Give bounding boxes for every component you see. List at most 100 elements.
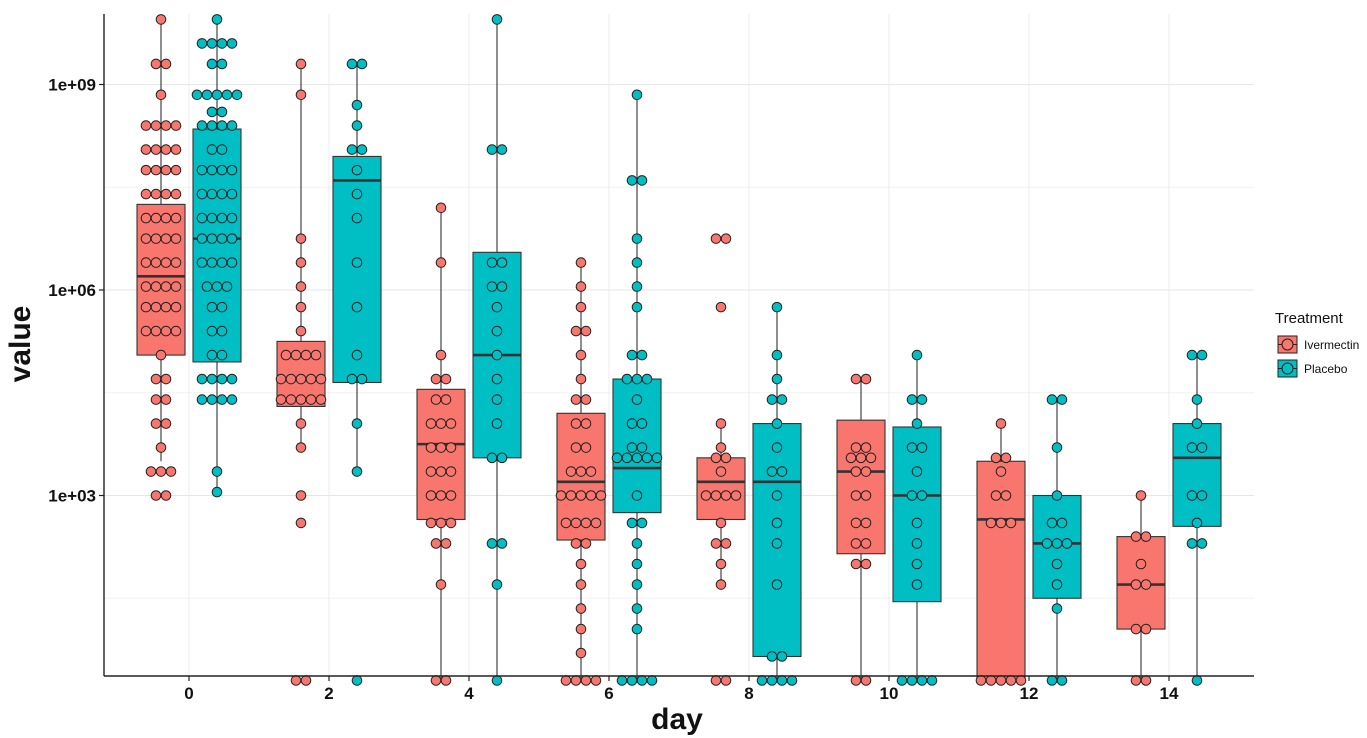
data-point xyxy=(160,418,172,429)
data-point xyxy=(491,373,503,385)
data-point xyxy=(700,490,712,501)
data-point xyxy=(1140,531,1152,542)
data-point xyxy=(990,490,1002,501)
data-point xyxy=(1191,517,1203,529)
legend-key-dot xyxy=(1281,362,1294,375)
data-point xyxy=(766,466,778,477)
box-ivermectin xyxy=(976,460,1026,681)
data-point xyxy=(150,301,162,313)
y-tick-label: 1e+03 xyxy=(48,487,96,506)
data-point xyxy=(496,144,508,155)
data-point xyxy=(570,325,582,337)
data-point xyxy=(850,490,862,501)
data-point xyxy=(580,675,592,686)
x-tick-label: 10 xyxy=(880,684,899,703)
data-point xyxy=(445,466,457,477)
data-point xyxy=(145,466,157,477)
data-point xyxy=(295,301,307,313)
data-point xyxy=(575,579,587,590)
data-point xyxy=(150,373,162,385)
data-point xyxy=(216,212,228,224)
data-point xyxy=(170,257,182,268)
data-point xyxy=(631,373,643,385)
data-point xyxy=(555,490,567,501)
data-point xyxy=(216,394,228,405)
x-axis-title: day xyxy=(651,703,703,736)
data-point xyxy=(575,466,587,477)
data-point xyxy=(196,233,208,244)
data-point xyxy=(906,442,918,453)
data-point xyxy=(351,418,363,429)
data-point xyxy=(221,281,233,292)
data-point xyxy=(1186,538,1198,549)
data-point xyxy=(160,164,172,176)
x-tick-label: 0 xyxy=(184,684,193,703)
data-point xyxy=(285,394,297,405)
data-point xyxy=(300,349,312,361)
data-point xyxy=(160,233,172,244)
data-point xyxy=(150,233,162,244)
data-point xyxy=(351,257,363,268)
data-point xyxy=(351,188,363,200)
data-point xyxy=(580,538,592,549)
point-layer xyxy=(140,14,1208,686)
data-point xyxy=(786,675,798,686)
data-point xyxy=(995,675,1007,686)
data-point xyxy=(150,164,162,176)
data-point xyxy=(170,120,182,131)
data-point xyxy=(580,418,592,429)
data-point xyxy=(1196,538,1208,549)
data-point xyxy=(626,517,638,529)
data-point xyxy=(611,452,623,464)
data-point xyxy=(491,394,503,405)
data-point xyxy=(435,579,447,590)
data-point xyxy=(430,538,442,549)
data-point xyxy=(575,373,587,385)
data-point xyxy=(995,466,1007,477)
data-point xyxy=(140,120,152,131)
data-point xyxy=(150,325,162,337)
data-point xyxy=(206,144,218,155)
data-point xyxy=(160,212,172,224)
data-point xyxy=(911,466,923,477)
data-point xyxy=(1061,538,1073,549)
grid-layer xyxy=(104,14,1254,676)
data-point xyxy=(290,675,302,686)
data-point xyxy=(201,89,213,101)
data-point xyxy=(776,394,788,405)
data-point xyxy=(850,442,862,453)
data-point xyxy=(911,517,923,529)
data-point xyxy=(580,325,592,337)
data-point xyxy=(226,212,238,224)
data-point xyxy=(1056,517,1068,529)
data-point xyxy=(575,490,587,501)
data-point xyxy=(226,373,238,385)
data-point xyxy=(140,233,152,244)
data-point xyxy=(575,623,587,635)
data-point xyxy=(1130,531,1142,542)
data-point xyxy=(440,538,452,549)
data-point xyxy=(346,373,358,385)
data-point xyxy=(626,418,638,429)
data-point xyxy=(295,517,307,529)
data-point xyxy=(850,517,862,529)
data-point xyxy=(196,188,208,200)
data-point xyxy=(1056,394,1068,405)
data-point xyxy=(140,212,152,224)
data-point xyxy=(636,175,648,186)
data-point xyxy=(631,394,643,405)
data-point xyxy=(860,558,872,570)
data-point xyxy=(1051,603,1063,614)
data-point xyxy=(720,490,732,501)
data-point xyxy=(216,144,228,155)
data-point xyxy=(206,212,218,224)
data-point xyxy=(1186,490,1198,501)
data-point xyxy=(140,164,152,176)
data-point xyxy=(196,38,208,49)
data-point xyxy=(580,442,592,453)
data-point xyxy=(206,120,218,131)
data-point xyxy=(206,257,218,268)
data-point xyxy=(995,517,1007,529)
data-point xyxy=(860,466,872,477)
data-point xyxy=(430,373,442,385)
